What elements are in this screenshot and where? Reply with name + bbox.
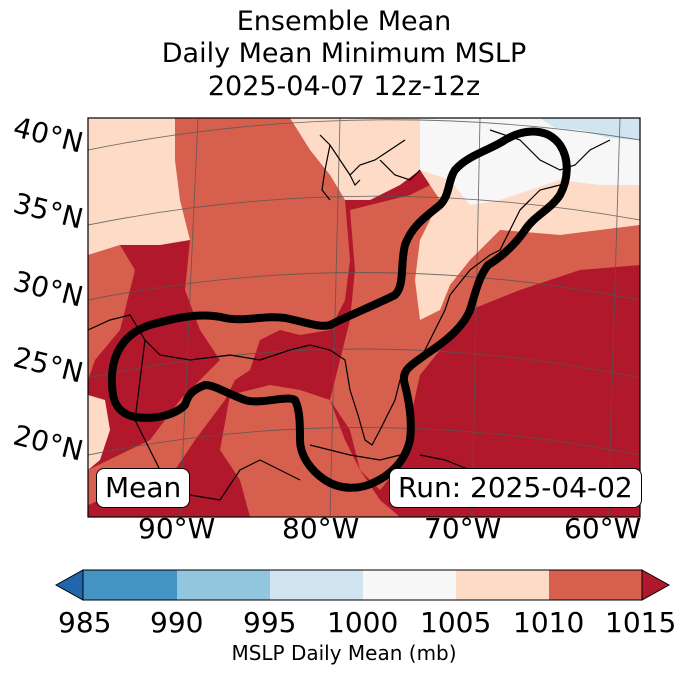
pressure-field-995-corner [540,118,640,140]
colorbar-label: MSLP Daily Mean (mb) [231,641,457,665]
colorbar-frame [82,569,643,601]
mean-label-box: Mean [96,468,191,508]
lon-label-70w: 70°W [424,512,502,545]
colorbar [54,569,671,601]
pressure-field-1000-northeast [420,118,640,205]
pressure-field-1005-west [88,118,190,255]
colorbar-tick-1015: 1015 [605,606,677,639]
title-line-1: Ensemble Mean [236,6,452,37]
colorbar-bin-990-995 [177,570,270,600]
title-line-3: 2025-04-07 12z-12z [207,71,481,102]
colorbar-bin-1005-1010 [456,570,549,600]
run-date-box: Run: 2025-04-02 [389,468,642,508]
lon-label-80w: 80°W [282,512,360,545]
map-frame [87,117,641,518]
pressure-field-1010-central [88,118,350,505]
colorbar-tick-1010: 1010 [513,606,585,639]
colorbar-bin-1000-1005 [363,570,456,600]
colorbar-bin-1010-1015 [549,570,642,600]
pressure-field-1005-lakes [290,118,420,200]
graticule [88,118,640,517]
colorbar-tick-985: 985 [58,606,112,639]
colorbar-over-arrow [641,569,671,601]
colorbar-tick-995: 995 [243,606,297,639]
colorbar-tick-990: 990 [150,606,204,639]
colorbar-bin-985-990 [83,570,177,600]
colorbar-tick-1000: 1000 [327,606,399,639]
lon-label-90w: 90°W [138,512,216,545]
pressure-field-1005-gulf-edge [88,395,110,470]
pressure-field-1010-west [88,245,135,380]
colorbar-under-arrow [54,569,84,601]
lon-label-60w: 60°W [564,512,642,545]
title-line-2: Daily Mean Minimum MSLP [161,38,527,69]
ensemble-contour [108,127,571,492]
colorbar-tick-1005: 1005 [420,606,492,639]
colorbar-bin-995-1000 [270,570,363,600]
